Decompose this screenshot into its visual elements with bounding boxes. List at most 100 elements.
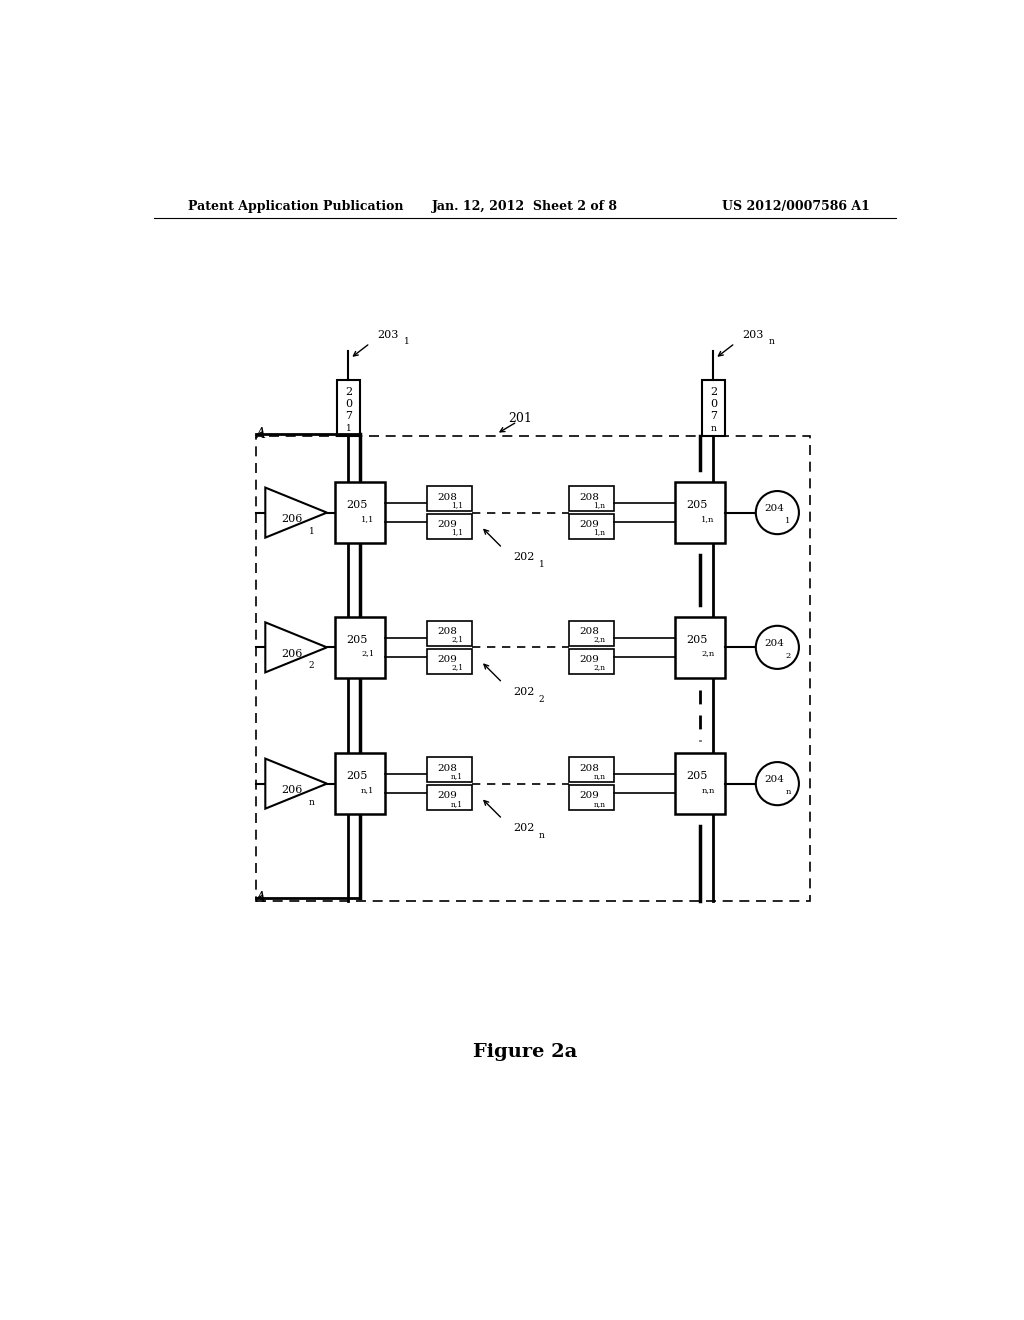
Text: n,1: n,1 — [451, 800, 463, 808]
Text: 2: 2 — [710, 387, 717, 397]
Polygon shape — [265, 622, 327, 672]
Text: 208: 208 — [580, 627, 599, 636]
Text: 204: 204 — [764, 639, 784, 648]
Bar — [676, 752, 725, 814]
Text: n: n — [308, 797, 314, 807]
Text: n,n: n,n — [594, 800, 605, 808]
Bar — [676, 482, 725, 544]
Text: 209: 209 — [580, 792, 599, 800]
Bar — [569, 622, 614, 645]
Text: 206: 206 — [281, 785, 302, 795]
Text: 203: 203 — [742, 330, 764, 341]
Text: 204: 204 — [764, 504, 784, 513]
Text: 208: 208 — [437, 492, 457, 502]
Text: n: n — [785, 788, 791, 796]
Text: Figure 2a: Figure 2a — [473, 1043, 577, 1060]
Circle shape — [756, 626, 799, 669]
Text: 205: 205 — [687, 771, 708, 781]
Text: n: n — [769, 337, 775, 346]
Circle shape — [756, 762, 799, 805]
Text: n,n: n,n — [701, 785, 715, 793]
Text: 205: 205 — [687, 635, 708, 644]
Text: US 2012/0007586 A1: US 2012/0007586 A1 — [722, 199, 869, 213]
Polygon shape — [265, 759, 327, 809]
Text: 1,n: 1,n — [594, 500, 605, 510]
Text: Jan. 12, 2012  Sheet 2 of 8: Jan. 12, 2012 Sheet 2 of 8 — [432, 199, 617, 213]
Text: 205: 205 — [687, 500, 708, 510]
Bar — [256, 436, 810, 902]
Text: 209: 209 — [437, 520, 457, 529]
Bar — [676, 616, 725, 678]
Text: 1: 1 — [345, 424, 351, 433]
Bar — [569, 487, 614, 511]
Bar — [337, 380, 360, 436]
Bar — [335, 752, 385, 814]
Text: 7: 7 — [345, 411, 352, 421]
Text: A: A — [255, 891, 265, 904]
Text: 209: 209 — [580, 655, 599, 664]
Text: 205: 205 — [346, 635, 368, 644]
Text: 2,n: 2,n — [594, 636, 605, 644]
Text: 1,1: 1,1 — [451, 500, 463, 510]
Text: 202: 202 — [513, 824, 535, 833]
Bar — [427, 785, 472, 810]
Text: n,1: n,1 — [361, 785, 375, 793]
Polygon shape — [265, 487, 327, 537]
Text: 203: 203 — [378, 330, 399, 341]
Text: 208: 208 — [437, 764, 457, 772]
Text: 205: 205 — [346, 500, 368, 510]
Text: 209: 209 — [437, 792, 457, 800]
Text: 202: 202 — [513, 552, 535, 562]
Text: 2,1: 2,1 — [451, 664, 463, 672]
Text: 1,n: 1,n — [594, 528, 605, 537]
Text: 2: 2 — [345, 387, 352, 397]
Text: 7: 7 — [710, 411, 717, 421]
Text: 208: 208 — [580, 492, 599, 502]
Text: n,1: n,1 — [451, 772, 463, 780]
Bar — [701, 380, 725, 436]
Text: 208: 208 — [580, 764, 599, 772]
Bar — [427, 515, 472, 539]
Text: 208: 208 — [437, 627, 457, 636]
Bar — [335, 616, 385, 678]
Bar — [569, 649, 614, 673]
Text: 2,n: 2,n — [701, 649, 715, 657]
Bar — [427, 622, 472, 645]
Text: 0: 0 — [710, 399, 717, 409]
Text: 2: 2 — [539, 696, 545, 704]
Text: 2: 2 — [785, 652, 791, 660]
Text: 206: 206 — [281, 648, 302, 659]
Circle shape — [756, 491, 799, 535]
Text: n,n: n,n — [594, 772, 605, 780]
Text: 0: 0 — [345, 399, 352, 409]
Text: 1,1: 1,1 — [361, 515, 375, 523]
Text: 1: 1 — [308, 527, 314, 536]
Text: 2,n: 2,n — [594, 664, 605, 672]
Text: Patent Application Publication: Patent Application Publication — [188, 199, 403, 213]
Text: n: n — [539, 832, 545, 841]
Bar — [335, 482, 385, 544]
Text: A: A — [255, 428, 265, 441]
Bar — [427, 758, 472, 781]
Text: 204: 204 — [764, 775, 784, 784]
Text: n: n — [711, 424, 717, 433]
Text: 202: 202 — [513, 686, 535, 697]
Bar — [569, 515, 614, 539]
Bar — [569, 785, 614, 810]
Text: 2,1: 2,1 — [361, 649, 375, 657]
Text: 2,1: 2,1 — [451, 636, 463, 644]
Text: 2: 2 — [308, 661, 314, 671]
Bar — [569, 758, 614, 781]
Text: 201: 201 — [508, 412, 531, 425]
Bar — [427, 487, 472, 511]
Text: 1: 1 — [403, 337, 410, 346]
Text: 1,n: 1,n — [701, 515, 715, 523]
Text: 209: 209 — [580, 520, 599, 529]
Text: 209: 209 — [437, 655, 457, 664]
Text: 1: 1 — [539, 561, 545, 569]
Text: 206: 206 — [281, 513, 302, 524]
Text: 1,1: 1,1 — [451, 528, 463, 537]
Bar — [427, 649, 472, 673]
Text: 1: 1 — [785, 517, 791, 525]
Text: 205: 205 — [346, 771, 368, 781]
